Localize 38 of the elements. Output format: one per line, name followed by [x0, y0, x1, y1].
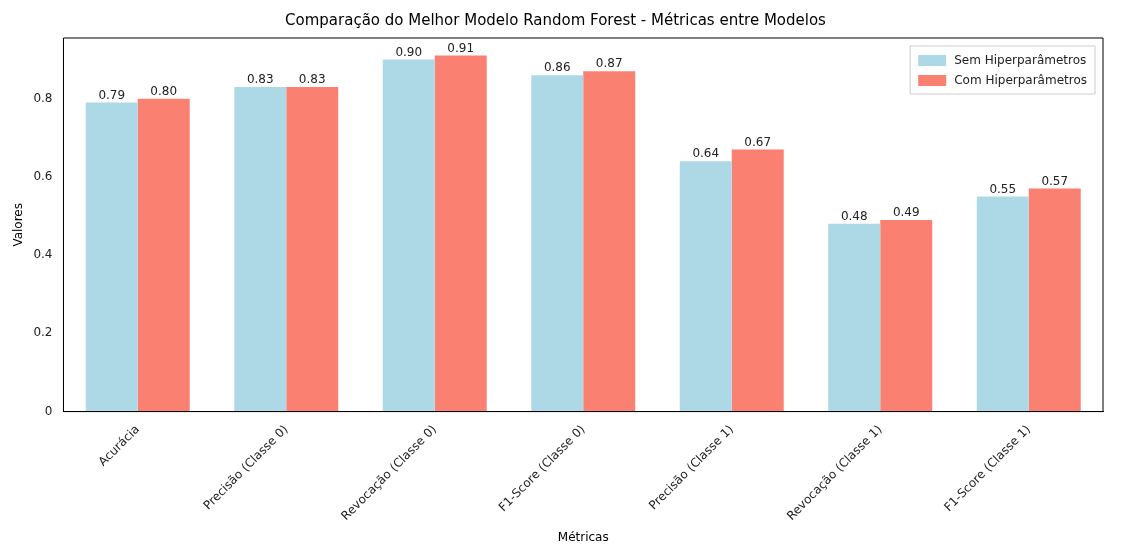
bar: [583, 71, 636, 412]
data-label: 0.48: [840, 208, 868, 223]
bar: [85, 102, 138, 412]
bar: [286, 86, 339, 412]
data-label: 0.57: [1041, 173, 1069, 188]
bar: [976, 196, 1029, 412]
data-label: 0.90: [395, 44, 423, 59]
y-tick-label: 0: [44, 403, 53, 418]
bar: [679, 161, 732, 412]
data-label: 0.49: [892, 205, 920, 220]
y-tick-label: 0.6: [33, 169, 53, 183]
bar: [234, 86, 287, 412]
bar: [434, 55, 487, 412]
y-tick-label: 0.4: [33, 247, 53, 262]
legend-label: Com Hiperparâmetros: [954, 73, 1088, 88]
x-axis-title: Métricas: [557, 529, 609, 544]
bar: [137, 98, 190, 412]
bar: [1028, 188, 1081, 412]
bar: [531, 75, 584, 412]
legend-label: Sem Hiperparâmetros: [954, 53, 1087, 68]
data-label: 0.80: [150, 83, 178, 98]
bar: [880, 219, 933, 412]
data-label: 0.83: [246, 72, 274, 87]
chart-title: Comparação do Melhor Modelo Random Forest - Métricas entre Modelos: [285, 10, 827, 29]
data-label: 0.86: [543, 60, 571, 75]
y-tick-label: 0.8: [33, 90, 53, 105]
data-label: 0.87: [595, 56, 623, 71]
data-label: 0.55: [989, 181, 1017, 196]
bar: [382, 59, 435, 412]
bar: [731, 149, 784, 412]
data-label: 0.64: [692, 146, 720, 161]
data-label: 0.79: [98, 87, 126, 102]
bar: [828, 223, 881, 412]
y-axis-title: Valores: [11, 202, 26, 247]
data-label: 0.67: [744, 134, 772, 149]
y-tick-label: 0.2: [33, 325, 53, 340]
data-label: 0.91: [447, 40, 475, 55]
data-label: 0.83: [298, 72, 326, 87]
